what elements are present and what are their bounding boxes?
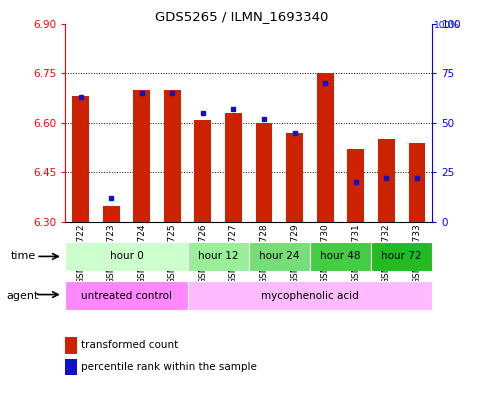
Text: hour 72: hour 72 bbox=[382, 252, 422, 261]
Text: GDS5265 / ILMN_1693340: GDS5265 / ILMN_1693340 bbox=[155, 10, 328, 23]
Text: hour 0: hour 0 bbox=[110, 252, 143, 261]
Text: 100%: 100% bbox=[434, 21, 460, 30]
Bar bbox=[310, 242, 371, 271]
Bar bbox=[249, 242, 310, 271]
Bar bbox=[317, 73, 334, 222]
Text: agent: agent bbox=[6, 290, 39, 301]
Bar bbox=[133, 90, 150, 222]
Bar bbox=[65, 359, 77, 375]
Bar bbox=[164, 90, 181, 222]
Bar bbox=[187, 281, 432, 310]
Bar bbox=[65, 281, 187, 310]
Text: hour 48: hour 48 bbox=[320, 252, 361, 261]
Text: transformed count: transformed count bbox=[81, 340, 178, 351]
Text: untreated control: untreated control bbox=[81, 291, 172, 301]
Bar bbox=[347, 149, 364, 222]
Bar bbox=[195, 119, 211, 222]
Bar bbox=[378, 140, 395, 222]
Text: percentile rank within the sample: percentile rank within the sample bbox=[81, 362, 257, 372]
Bar bbox=[409, 143, 426, 222]
Text: time: time bbox=[11, 251, 36, 261]
Bar bbox=[286, 133, 303, 222]
Bar bbox=[256, 123, 272, 222]
Bar bbox=[72, 96, 89, 222]
Bar bbox=[225, 113, 242, 222]
Text: mycophenolic acid: mycophenolic acid bbox=[261, 291, 359, 301]
Bar bbox=[65, 242, 187, 271]
Bar bbox=[371, 242, 432, 271]
Text: hour 12: hour 12 bbox=[198, 252, 239, 261]
Bar bbox=[103, 206, 119, 222]
Bar bbox=[65, 337, 77, 354]
Bar bbox=[187, 242, 249, 271]
Text: hour 24: hour 24 bbox=[259, 252, 299, 261]
